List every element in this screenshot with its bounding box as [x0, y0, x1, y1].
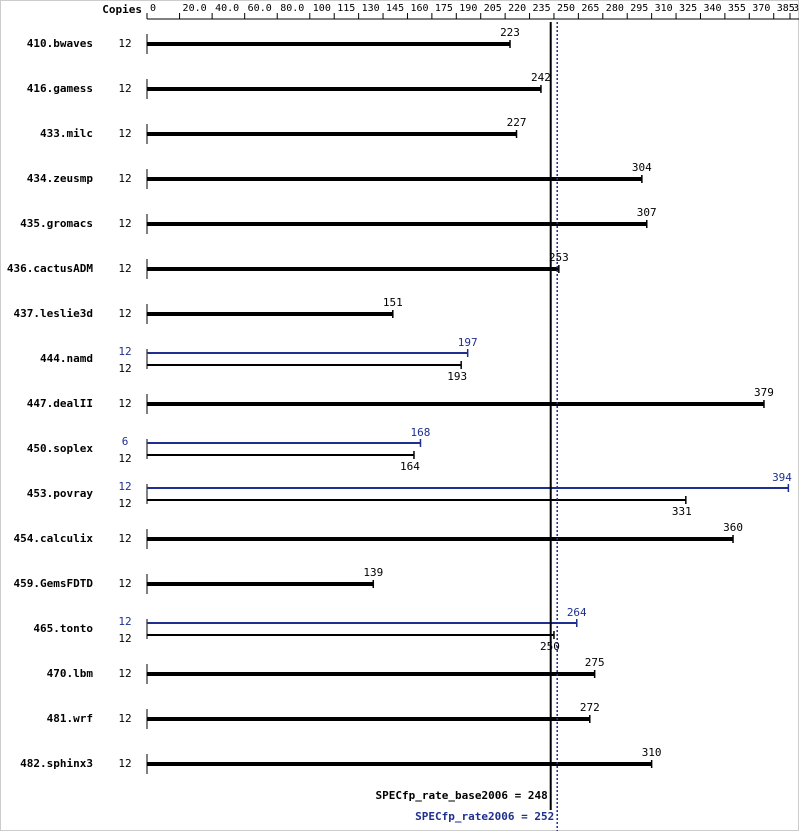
x-tick-label: 145 [386, 3, 404, 14]
copies: 12 [118, 532, 131, 545]
x-tick-label: 265 [581, 3, 599, 14]
benchmark-name: 444.namd [40, 352, 93, 365]
copies: 12 [118, 632, 131, 645]
reference-label: SPECfp_rate_base2006 = 248 [376, 789, 548, 802]
x-tick-label: 0 [150, 3, 156, 14]
x-tick-label: 160 [410, 3, 428, 14]
benchmark-name: 447.dealII [27, 397, 93, 410]
benchmark-name: 482.sphinx3 [20, 757, 93, 770]
copies: 12 [118, 757, 131, 770]
copies: 12 [118, 667, 131, 680]
x-tick-label: 355 [728, 3, 746, 14]
value-label: 379 [754, 386, 774, 399]
benchmark-name: 410.bwaves [27, 37, 93, 50]
x-tick-label: 385 [777, 3, 795, 14]
peak-copies: 12 [118, 615, 131, 628]
value-label: 331 [672, 505, 692, 518]
peak-value-label: 168 [411, 426, 431, 439]
x-tick-label: 325 [679, 3, 697, 14]
value-label: 304 [632, 161, 652, 174]
benchmark-name: 434.zeusmp [27, 172, 94, 185]
copies: 12 [118, 712, 131, 725]
x-tick-label: 130 [362, 3, 380, 14]
x-tick-label: 250 [557, 3, 575, 14]
benchmark-name: 481.wrf [47, 712, 93, 725]
copies: 12 [118, 397, 131, 410]
value-label: 360 [723, 521, 743, 534]
x-tick-label: 295 [630, 3, 648, 14]
benchmark-name: 453.povray [27, 487, 94, 500]
benchmark-name: 437.leslie3d [14, 307, 93, 320]
x-tick-label: 280 [606, 3, 624, 14]
copies: 12 [118, 362, 131, 375]
x-tick-label: 370 [752, 3, 770, 14]
copies: 12 [118, 497, 131, 510]
x-tick-label: 205 [484, 3, 502, 14]
benchmark-name: 435.gromacs [20, 217, 93, 230]
peak-copies: 6 [122, 435, 129, 448]
x-tick-label: 100 [313, 3, 331, 14]
copies-header: Copies [102, 3, 142, 16]
x-tick-label: 115 [337, 3, 355, 14]
peak-copies: 12 [118, 345, 131, 358]
value-label: 310 [642, 746, 662, 759]
x-tick-label: 20.0 [183, 3, 207, 14]
value-label: 223 [500, 26, 520, 39]
copies: 12 [118, 82, 131, 95]
copies: 12 [118, 262, 131, 275]
benchmark-name: 416.gamess [27, 82, 93, 95]
x-tick-label: 220 [508, 3, 526, 14]
copies: 12 [118, 217, 131, 230]
benchmark-name: 433.milc [40, 127, 93, 140]
benchmark-name: 470.lbm [47, 667, 94, 680]
benchmark-name: 454.calculix [14, 532, 94, 545]
benchmark-name: 459.GemsFDTD [14, 577, 94, 590]
x-tick-label: 40.0 [215, 3, 239, 14]
value-label: 164 [400, 460, 420, 473]
value-label: 227 [507, 116, 527, 129]
copies: 12 [118, 37, 131, 50]
value-label: 275 [585, 656, 605, 669]
x-tick-label: 235 [533, 3, 551, 14]
benchmark-name: 436.cactusADM [7, 262, 93, 275]
benchmark-name: 465.tonto [33, 622, 93, 635]
value-label: 253 [549, 251, 569, 264]
copies: 12 [118, 452, 131, 465]
copies: 12 [118, 307, 131, 320]
benchmark-name: 450.soplex [27, 442, 94, 455]
value-label: 307 [637, 206, 657, 219]
x-tick-label: 340 [703, 3, 721, 14]
x-tick-label: 80.0 [280, 3, 304, 14]
value-label: 151 [383, 296, 403, 309]
peak-value-label: 394 [772, 471, 792, 484]
x-tick-label: 395 [793, 3, 799, 14]
x-tick-label: 175 [435, 3, 453, 14]
peak-value-label: 264 [567, 606, 587, 619]
peak-value-label: 197 [458, 336, 478, 349]
copies: 12 [118, 127, 131, 140]
value-label: 193 [447, 370, 467, 383]
peak-copies: 12 [118, 480, 131, 493]
reference-label: SPECfp_rate2006 = 252 [415, 810, 554, 823]
copies: 12 [118, 172, 131, 185]
value-label: 272 [580, 701, 600, 714]
x-tick-label: 60.0 [248, 3, 272, 14]
x-tick-label: 310 [655, 3, 673, 14]
value-label: 242 [531, 71, 551, 84]
copies: 12 [118, 577, 131, 590]
value-label: 139 [363, 566, 383, 579]
x-tick-label: 190 [459, 3, 477, 14]
